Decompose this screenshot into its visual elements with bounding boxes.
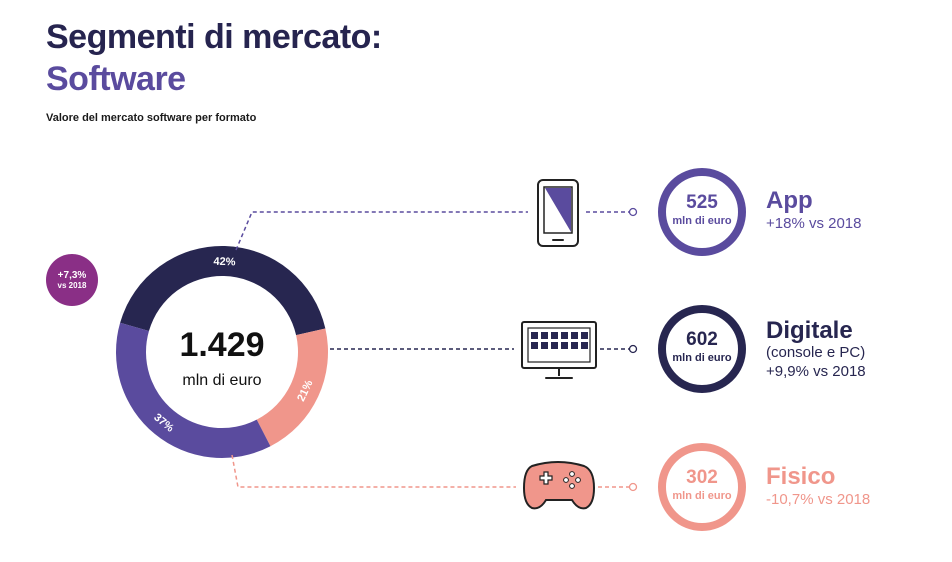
growth-badge: +7,3% vs 2018 [46, 254, 98, 306]
segment-name-fisico: Fisico [766, 463, 836, 490]
monitor-key [561, 332, 568, 339]
segment-change-app: +18% vs 2018 [766, 215, 862, 232]
segment-label-digitale: Digitale (console e PC) +9,9% vs 2018 [766, 318, 866, 381]
monitor-key [571, 342, 578, 349]
segment-label-app: App +18% vs 2018 [766, 188, 862, 233]
page-title-line1: Segmenti di mercato: [46, 18, 382, 56]
connector-app-line [235, 211, 528, 251]
ring-app: 525 mln di euro [658, 168, 746, 256]
segment-change-fisico: -10,7% vs 2018 [766, 491, 871, 508]
donut-slice-label-digitale: 42% [213, 256, 236, 269]
monitor-key [551, 342, 558, 349]
donut-slice-fisico [256, 328, 329, 447]
ring-digitale-amount: 602 [686, 329, 718, 350]
gamepad-icon [522, 461, 596, 510]
growth-badge-ref: vs 2018 [57, 280, 87, 290]
connector-fisico-line [231, 454, 516, 488]
monitor-icon [521, 321, 597, 379]
monitor-key [531, 332, 538, 339]
connector-app-dot [628, 207, 638, 217]
donut-center-value: 1.429 [179, 326, 264, 364]
ring-fisico-unit: mln di euro [672, 490, 732, 502]
monitor-key [561, 342, 568, 349]
growth-badge-value: +7,3% [57, 269, 87, 281]
monitor-key [531, 342, 538, 349]
ring-app-unit: mln di euro [672, 215, 732, 227]
segment-change-digitale: +9,9% vs 2018 [766, 363, 866, 380]
monitor-key [581, 332, 588, 339]
monitor-key [571, 332, 578, 339]
donut-slice-app [116, 322, 271, 458]
segment-label-fisico: Fisico -10,7% vs 2018 [766, 464, 870, 509]
connector-digitale-dot [628, 344, 638, 354]
monitor-key [581, 342, 588, 349]
donut-slices [116, 245, 329, 458]
donut-center-unit: mln di euro [182, 372, 261, 389]
monitor-key [551, 332, 558, 339]
segment-name-app: App [766, 187, 813, 214]
ring-fisico: 302 mln di euro [658, 443, 746, 531]
ring-fisico-amount: 302 [686, 467, 718, 488]
segment-name-digitale: Digitale [766, 317, 853, 344]
smartphone-icon [537, 179, 579, 247]
ring-digitale: 602 mln di euro [658, 305, 746, 393]
chart-subtitle: Valore del mercato software per formato [46, 112, 257, 124]
segment-detail-digitale: (console e PC) [766, 344, 866, 361]
ring-digitale-unit: mln di euro [672, 352, 732, 364]
ring-app-amount: 525 [686, 192, 718, 213]
monitor-key [541, 332, 548, 339]
donut-slice-digitale [120, 245, 326, 336]
connector-fisico-dot [628, 482, 638, 492]
monitor-key [541, 342, 548, 349]
page-title-line2: Software [46, 60, 186, 98]
